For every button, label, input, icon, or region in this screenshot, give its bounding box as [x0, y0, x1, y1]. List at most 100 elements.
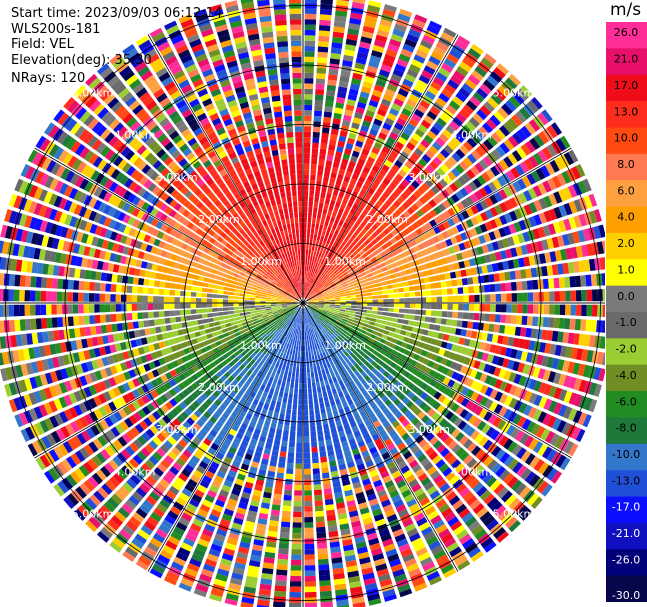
radar-gate	[374, 336, 382, 342]
radar-gate	[510, 348, 518, 359]
radar-gate	[110, 515, 123, 527]
radar-gate	[215, 325, 222, 331]
radar-gate	[307, 382, 312, 389]
radar-gate	[432, 76, 445, 87]
radar-gate	[321, 186, 327, 193]
radar-gate	[330, 427, 337, 434]
radar-gate	[344, 217, 351, 224]
radar-gate	[418, 172, 428, 182]
radar-gate	[295, 312, 299, 318]
radar-gate	[423, 115, 435, 125]
radar-gate	[164, 381, 173, 390]
radar-gate	[294, 382, 299, 389]
radar-gate	[267, 470, 276, 478]
radar-gate	[293, 398, 298, 405]
radar-gate	[247, 425, 255, 433]
radar-gate	[293, 506, 302, 512]
radar-gate	[364, 75, 375, 84]
radar-gate	[445, 359, 453, 368]
radar-gate	[57, 480, 69, 494]
radar-gate	[479, 223, 488, 233]
radar-gate	[331, 557, 343, 564]
radar-gate	[375, 563, 388, 572]
radar-gate	[186, 503, 198, 513]
radar-gate	[333, 370, 339, 377]
radar-gate	[366, 386, 374, 394]
radar-gate	[318, 41, 329, 48]
radar-gate	[261, 408, 268, 415]
radar-gate	[401, 489, 412, 498]
radar-gate	[559, 290, 566, 302]
radar-gate	[287, 304, 293, 307]
radar-gate	[312, 131, 320, 138]
radar-gate	[313, 314, 319, 319]
radar-gate	[320, 0, 334, 5]
radar-gate	[346, 137, 355, 145]
radar-gate	[435, 415, 444, 424]
radar-gate	[348, 466, 357, 474]
radar-gate	[384, 199, 392, 207]
radar-gate	[375, 518, 387, 527]
radar-gate	[156, 432, 166, 443]
radar-gate	[196, 396, 204, 405]
radar-gate	[100, 449, 111, 461]
radar-gate	[470, 430, 480, 441]
radar-gate	[420, 39, 433, 50]
radar-gate	[387, 403, 396, 411]
radar-gate	[23, 348, 31, 361]
radar-gate	[296, 361, 300, 368]
radar-gate	[411, 417, 420, 426]
radar-gate	[326, 314, 333, 318]
radar-gate	[350, 365, 357, 372]
radar-gate	[369, 208, 377, 216]
radar-gate	[448, 246, 456, 255]
radar-gate	[354, 314, 361, 318]
radar-gate	[352, 203, 359, 210]
radar-gate	[588, 258, 596, 271]
radar-gate	[410, 359, 418, 367]
radar-gate	[414, 468, 425, 478]
radar-gate	[303, 163, 310, 170]
radar-gate	[264, 420, 271, 427]
radar-gate	[426, 571, 440, 582]
radar-gate	[344, 148, 352, 155]
radar-gate	[448, 351, 456, 360]
radar-gate	[109, 476, 121, 488]
radar-gate	[443, 27, 457, 38]
radar-gate	[466, 137, 478, 148]
radar-gate	[355, 311, 362, 315]
radar-gate	[59, 411, 69, 424]
radar-gate	[303, 222, 307, 229]
radar-gate	[211, 374, 219, 382]
radar-gate	[350, 12, 363, 20]
radar-gate	[318, 564, 330, 571]
radar-gate	[307, 260, 310, 266]
radar-gate	[295, 452, 303, 459]
radar-gate	[340, 331, 347, 337]
radar-gate	[438, 374, 446, 383]
radar-gate	[404, 160, 414, 170]
radar-gate	[427, 360, 435, 368]
radar-gate	[537, 226, 546, 238]
radar-gate	[275, 401, 282, 408]
radar-gate	[314, 99, 323, 106]
radar-gate	[59, 382, 68, 394]
radar-gate	[399, 303, 405, 308]
radar-gate	[332, 410, 339, 417]
radar-gate	[593, 225, 602, 239]
radar-gate	[264, 386, 270, 393]
radar-gate	[455, 363, 463, 372]
radar-gate	[175, 457, 186, 467]
radar-gate	[331, 194, 338, 201]
radar-gate	[290, 309, 295, 314]
radar-gate	[340, 528, 351, 536]
radar-gate	[272, 366, 278, 373]
radar-gate	[300, 356, 303, 362]
radar-gate	[347, 93, 358, 101]
radar-gate	[311, 292, 316, 297]
radar-gate	[320, 138, 328, 145]
radar-gate	[375, 79, 387, 88]
radar-gate	[330, 47, 342, 55]
radar-gate	[473, 313, 480, 321]
radar-gate	[452, 311, 458, 319]
